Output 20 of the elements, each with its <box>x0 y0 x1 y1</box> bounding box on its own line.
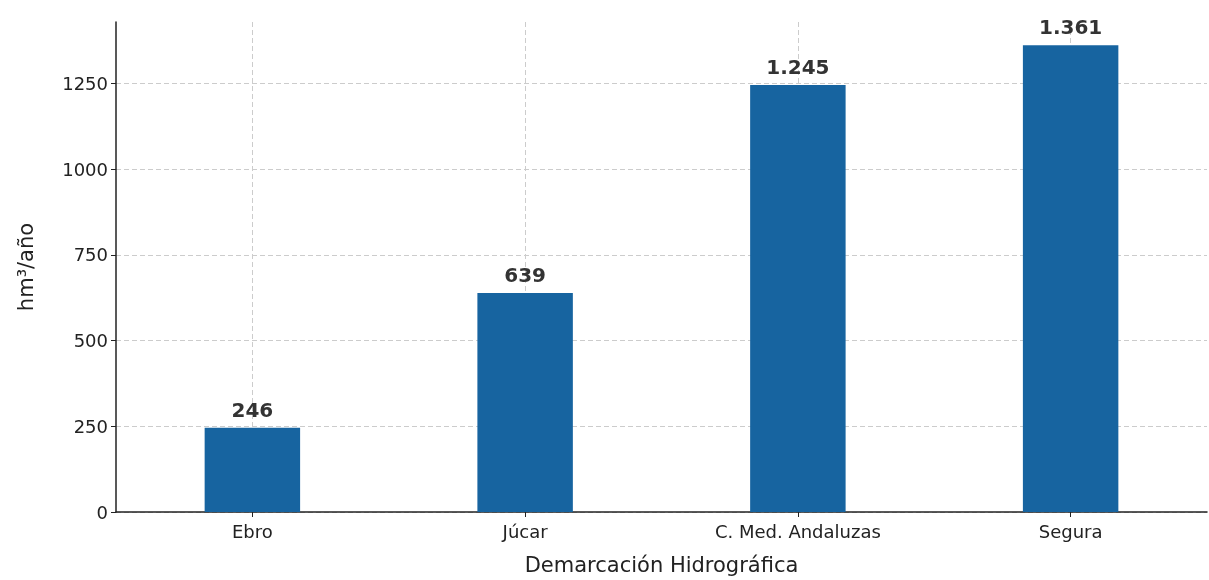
bar <box>204 427 301 512</box>
y-tick-label: 750 <box>73 244 108 266</box>
y-tick-label: 1250 <box>62 72 108 94</box>
bar <box>750 85 846 512</box>
y-axis-title: hm³/año <box>13 222 38 312</box>
x-tick-label: C. Med. Andaluzas <box>714 520 881 542</box>
data-label: 1.361 <box>1038 15 1103 40</box>
bar <box>477 292 573 512</box>
y-tick-label: 250 <box>73 415 108 437</box>
data-label: 246 <box>231 397 274 422</box>
y-tick-label: 1000 <box>62 158 108 180</box>
x-tick-label: Júcar <box>501 520 549 542</box>
x-axis-title: Demarcación Hidrográfica <box>524 552 799 577</box>
data-label: 1.245 <box>766 55 830 80</box>
x-tick-label: Segura <box>1038 520 1103 542</box>
bar <box>1022 45 1119 512</box>
x-tick-label: Ebro <box>231 520 273 542</box>
y-tick-label: 0 <box>96 501 108 523</box>
y-tick-label: 500 <box>73 330 108 352</box>
data-label: 639 <box>504 262 546 287</box>
